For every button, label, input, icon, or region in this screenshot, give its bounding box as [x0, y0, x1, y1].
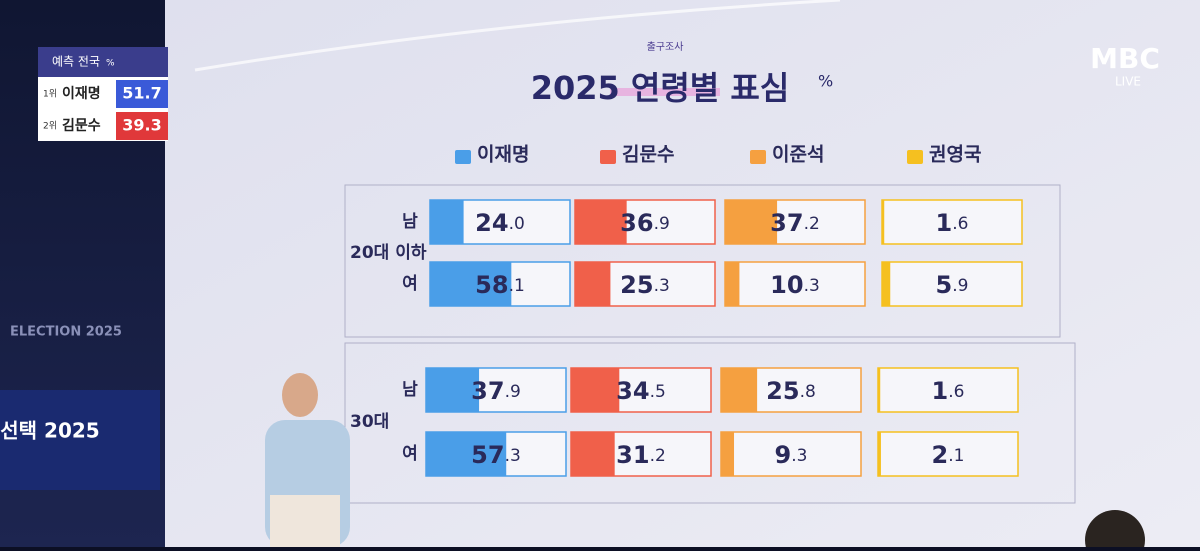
bar [430, 262, 512, 306]
value-label: 31.2 [616, 441, 666, 469]
bar [430, 200, 464, 244]
value-label: 25.8 [766, 377, 816, 405]
person [1085, 510, 1145, 551]
prediction-header [38, 47, 168, 77]
candidate: 김문수 [62, 117, 101, 134]
value-label: 1.6 [932, 377, 965, 405]
value-bg [116, 80, 168, 108]
cell [877, 431, 1019, 477]
source: 출구조사 [647, 41, 684, 53]
legend-swatch [750, 150, 766, 164]
bar [725, 262, 740, 306]
value-label: 10.3 [770, 271, 820, 299]
value-label: 2.1 [932, 441, 965, 469]
legend-swatch [907, 150, 923, 164]
bar [426, 432, 507, 476]
legend-label: 이준석 [772, 144, 824, 166]
prediction-unit: % [106, 59, 115, 69]
bar [575, 200, 627, 244]
legend-label: 김문수 [622, 144, 674, 166]
bar [882, 262, 891, 306]
presenter [265, 373, 350, 547]
bar [725, 200, 778, 244]
unit: % [818, 72, 833, 91]
group-box [344, 342, 1076, 504]
rank: 1위 [43, 89, 57, 100]
group-label: 30대 [350, 412, 389, 432]
decoration [194, 0, 841, 72]
bar [882, 200, 885, 244]
group-box [344, 184, 1061, 338]
value-label: 37.2 [770, 209, 820, 237]
stage-screen [0, 390, 160, 490]
group-label: 20대 이하 [350, 243, 427, 263]
stage-text: 선택 2025 [0, 419, 99, 443]
value-label: 9.3 [775, 441, 808, 469]
candidate: 이재명 [62, 85, 101, 102]
value-label: 57.3 [471, 441, 521, 469]
bar [426, 368, 480, 412]
bar [878, 368, 881, 412]
value-bg [116, 112, 168, 140]
legend-swatch [455, 150, 471, 164]
value-label: 36.9 [620, 209, 670, 237]
value-label: 34.5 [616, 377, 666, 405]
prediction-rows: 1위 이재명 51.7 2위 김문수 39.3 [43, 80, 168, 140]
bar [571, 432, 615, 476]
rank: 2위 [43, 121, 57, 132]
row-label: 여 [402, 444, 418, 464]
bar [721, 368, 758, 412]
title-highlight [610, 88, 720, 96]
row-label: 남 [402, 212, 418, 232]
bar [575, 262, 611, 306]
value-label: 5.9 [936, 271, 969, 299]
logo: MBC [1090, 42, 1160, 75]
legend-label: 권영국 [929, 144, 981, 166]
value-label: 24.0 [475, 209, 525, 237]
prediction-value: 51.7 [122, 84, 161, 103]
value-label: 58.1 [475, 271, 525, 299]
value-label: 37.9 [471, 377, 521, 405]
backdrop-text: ELECTION 2025 [10, 325, 122, 340]
value-label: 25.3 [620, 271, 670, 299]
value-label: 1.6 [936, 209, 969, 237]
prediction-title: 예측 전국 [52, 55, 100, 69]
legend-swatch [600, 150, 616, 164]
legend-label: 이재명 [477, 144, 529, 166]
cell [881, 199, 1023, 245]
bar [571, 368, 620, 412]
prediction-value: 39.3 [122, 116, 161, 135]
cell [724, 261, 866, 307]
chart-title: 2025 연령별 표심 [531, 69, 790, 107]
row-label: 남 [402, 380, 418, 400]
bar [878, 432, 881, 476]
bar [721, 432, 735, 476]
live: LIVE [1115, 75, 1141, 89]
row-label: 여 [402, 274, 418, 294]
cell [877, 367, 1019, 413]
